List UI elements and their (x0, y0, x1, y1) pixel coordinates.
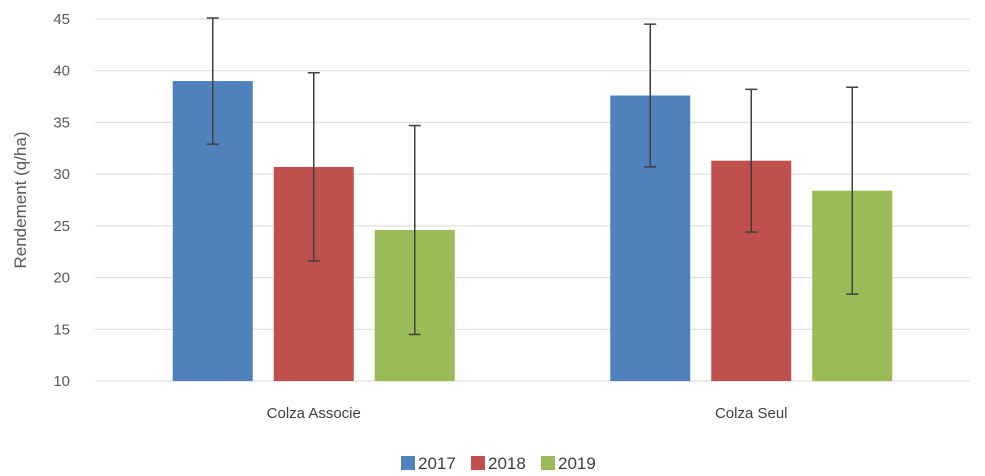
y-tick-label: 40 (53, 63, 70, 80)
category-labels: Colza Associe Colza Seul (267, 405, 788, 422)
error-bar-2019-0 (408, 124, 421, 336)
legend-label: 2018 (488, 454, 526, 473)
y-tick-label: 45 (53, 11, 70, 28)
y-tick-label: 15 (53, 321, 70, 338)
error-bar-2017-1 (644, 23, 657, 168)
legend-item-2018: 2018 (471, 454, 526, 473)
y-tick-label: 20 (53, 270, 70, 287)
y-tick-label: 35 (53, 114, 70, 131)
legend-label: 2017 (418, 454, 456, 473)
error-bars (206, 17, 859, 336)
legend-label: 2019 (558, 454, 596, 473)
legend-swatch (401, 456, 415, 470)
legend: 2017 2018 2019 (401, 454, 596, 473)
error-bar-2018-1 (745, 88, 758, 233)
category-label: Colza Associe (267, 405, 361, 422)
y-axis-tick-labels: 10 15 20 25 30 35 40 45 (53, 11, 70, 390)
y-tick-label: 10 (53, 373, 70, 390)
legend-item-2017: 2017 (401, 454, 456, 473)
y-tick-label: 30 (53, 166, 70, 183)
category-label: Colza Seul (715, 405, 788, 422)
legend-swatch (471, 456, 485, 470)
y-axis-title: Rendement (q/ha) (11, 131, 30, 268)
bars (172, 81, 893, 382)
error-bar-2017-0 (206, 17, 219, 145)
error-bar-2018-0 (307, 72, 320, 262)
y-tick-label: 25 (53, 218, 70, 235)
error-bar-2019-1 (846, 86, 859, 295)
legend-item-2019: 2019 (541, 454, 596, 473)
legend-swatch (541, 456, 555, 470)
